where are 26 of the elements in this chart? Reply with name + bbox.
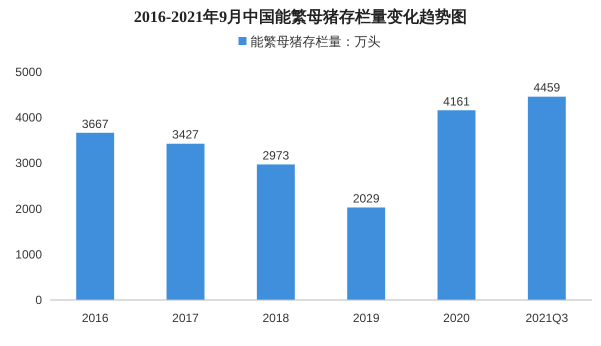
y-tick-label: 5000 — [15, 65, 42, 79]
x-tick-label: 2020 — [443, 311, 470, 325]
data-label: 2029 — [352, 191, 380, 206]
data-label: 3427 — [172, 128, 200, 142]
x-tick-label: 2018 — [262, 311, 290, 325]
data-label: 4459 — [533, 80, 561, 95]
y-tick-label: 3000 — [15, 156, 42, 170]
bar — [438, 110, 476, 300]
data-label: 4161 — [443, 94, 470, 108]
bar — [347, 207, 386, 300]
bar — [256, 164, 295, 300]
bar — [76, 132, 114, 300]
bar — [166, 144, 204, 300]
x-tick-label: 2017 — [172, 311, 200, 325]
y-tick-label: 4000 — [15, 110, 42, 125]
y-tick-label: 1000 — [15, 247, 42, 262]
bar — [528, 96, 566, 300]
data-label: 3667 — [82, 116, 109, 131]
x-tick-label: 2016 — [82, 311, 109, 325]
x-tick-label: 2019 — [352, 311, 380, 325]
chart-title: 2016-2021年9月中国能繁母猪存栏量变化趋势图 — [134, 8, 468, 26]
data-label: 2973 — [262, 148, 290, 162]
y-tick-label: 0 — [35, 293, 42, 307]
legend-label: 能繁母猪存栏量：万头 — [250, 34, 380, 49]
x-tick-label: 2021Q3 — [525, 311, 569, 325]
y-tick-label: 2000 — [15, 202, 42, 216]
